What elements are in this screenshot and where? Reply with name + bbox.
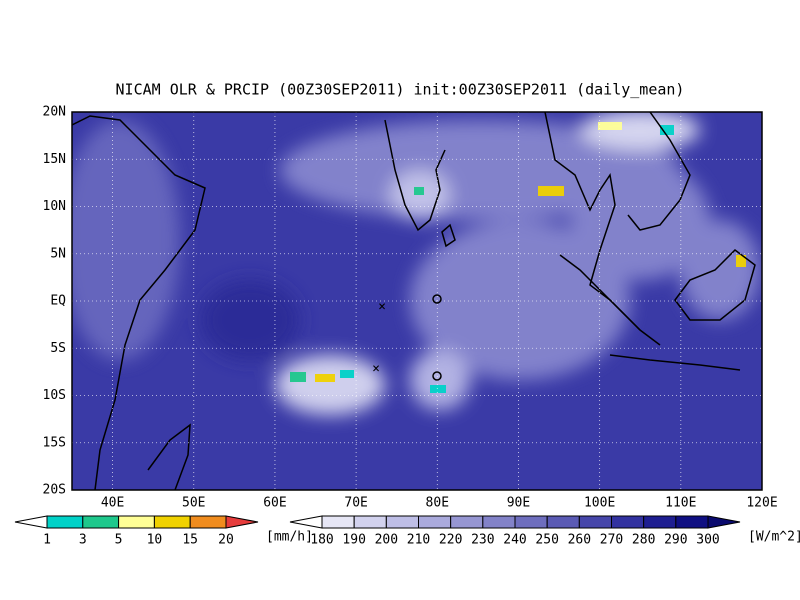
colorbar-label: 250 bbox=[535, 533, 558, 548]
colorbar-swatch bbox=[153, 515, 191, 529]
map-title: NICAM OLR & PRCIP (00Z30SEP2011) init:00… bbox=[116, 81, 685, 99]
colorbar-label: 3 bbox=[79, 533, 87, 548]
lat-label: 15N bbox=[43, 152, 66, 167]
lat-label: 15S bbox=[43, 435, 66, 450]
lon-label: 80E bbox=[426, 496, 449, 511]
marker bbox=[432, 294, 442, 304]
map-frame bbox=[71, 111, 763, 491]
lat-label: 5N bbox=[50, 246, 66, 261]
colorbar-swatch bbox=[289, 515, 323, 529]
colorbar-label: 300 bbox=[696, 533, 719, 548]
marker: × bbox=[372, 362, 380, 377]
colorbar-swatch bbox=[321, 515, 355, 529]
colorbar-swatch bbox=[643, 515, 677, 529]
colorbar-label: 280 bbox=[632, 533, 655, 548]
colorbar-label: 20 bbox=[218, 533, 234, 548]
lat-label: 5S bbox=[50, 341, 66, 356]
colorbar-label: 220 bbox=[439, 533, 462, 548]
lon-label: 90E bbox=[507, 496, 530, 511]
colorbar-swatch bbox=[118, 515, 155, 529]
colorbar-swatch bbox=[189, 515, 227, 529]
colorbar-swatch bbox=[611, 515, 645, 529]
colorbar-swatch bbox=[546, 515, 580, 529]
lat-label: 20N bbox=[43, 105, 66, 120]
colorbar-swatch bbox=[14, 515, 48, 529]
colorbar-label: 190 bbox=[342, 533, 365, 548]
colorbar-swatch bbox=[353, 515, 387, 529]
colorbar-label: 230 bbox=[471, 533, 494, 548]
colorbar-swatch bbox=[482, 515, 516, 529]
lon-label: 40E bbox=[101, 496, 124, 511]
lat-label: 10N bbox=[43, 199, 66, 214]
colorbar-label: 1 bbox=[43, 533, 51, 548]
colorbar-label: 260 bbox=[568, 533, 591, 548]
lon-label: 120E bbox=[746, 496, 777, 511]
lat-label: EQ bbox=[50, 294, 66, 309]
colorbar-swatch bbox=[385, 515, 419, 529]
lon-label: 60E bbox=[263, 496, 286, 511]
colorbar-label: 10 bbox=[147, 533, 163, 548]
lat-label: 20S bbox=[43, 483, 66, 498]
colorbar-label: 270 bbox=[600, 533, 623, 548]
lon-label: 100E bbox=[584, 496, 615, 511]
marker: × bbox=[378, 300, 386, 315]
colorbar-label: 290 bbox=[664, 533, 687, 548]
lon-label: 70E bbox=[344, 496, 367, 511]
lat-label: 10S bbox=[43, 388, 66, 403]
colorbar-label: 15 bbox=[182, 533, 198, 548]
colorbar-swatch bbox=[225, 515, 259, 529]
colorbar-swatch bbox=[82, 515, 120, 529]
map bbox=[72, 112, 762, 490]
colorbar-unit: [mm/h] bbox=[266, 530, 313, 545]
colorbar-swatch bbox=[418, 515, 452, 529]
colorbar-label: 5 bbox=[115, 533, 123, 548]
colorbar-swatch bbox=[450, 515, 484, 529]
colorbar-swatch bbox=[46, 515, 84, 529]
colorbar-swatch bbox=[578, 515, 612, 529]
colorbar-label: 240 bbox=[503, 533, 526, 548]
colorbar-swatch bbox=[707, 515, 741, 529]
colorbar-swatch bbox=[675, 515, 709, 529]
colorbar-label: 180 bbox=[310, 533, 333, 548]
marker bbox=[432, 371, 442, 381]
colorbar-label: 200 bbox=[375, 533, 398, 548]
colorbar-swatch bbox=[514, 515, 548, 529]
colorbar-unit: [W/m^2] bbox=[748, 530, 800, 545]
colorbar-label: 210 bbox=[407, 533, 430, 548]
lon-label: 50E bbox=[182, 496, 205, 511]
lon-label: 110E bbox=[665, 496, 696, 511]
